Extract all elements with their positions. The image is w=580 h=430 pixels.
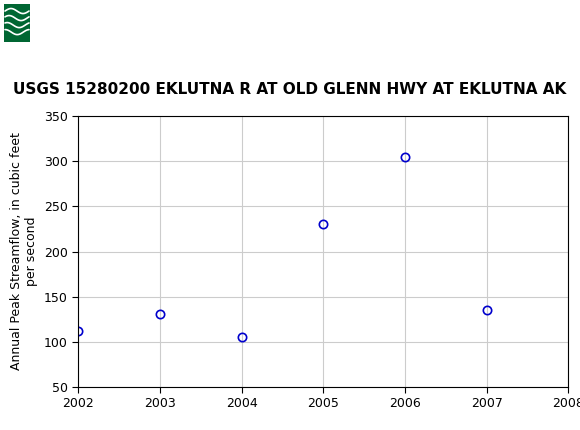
Text: USGS 15280200 EKLUTNA R AT OLD GLENN HWY AT EKLUTNA AK: USGS 15280200 EKLUTNA R AT OLD GLENN HWY… — [13, 82, 567, 97]
Y-axis label: Annual Peak Streamflow, in cubic feet
per second: Annual Peak Streamflow, in cubic feet pe… — [10, 132, 38, 371]
Text: USGS: USGS — [62, 14, 122, 33]
Bar — [4, 4, 30, 42]
Bar — [4, 4, 56, 42]
